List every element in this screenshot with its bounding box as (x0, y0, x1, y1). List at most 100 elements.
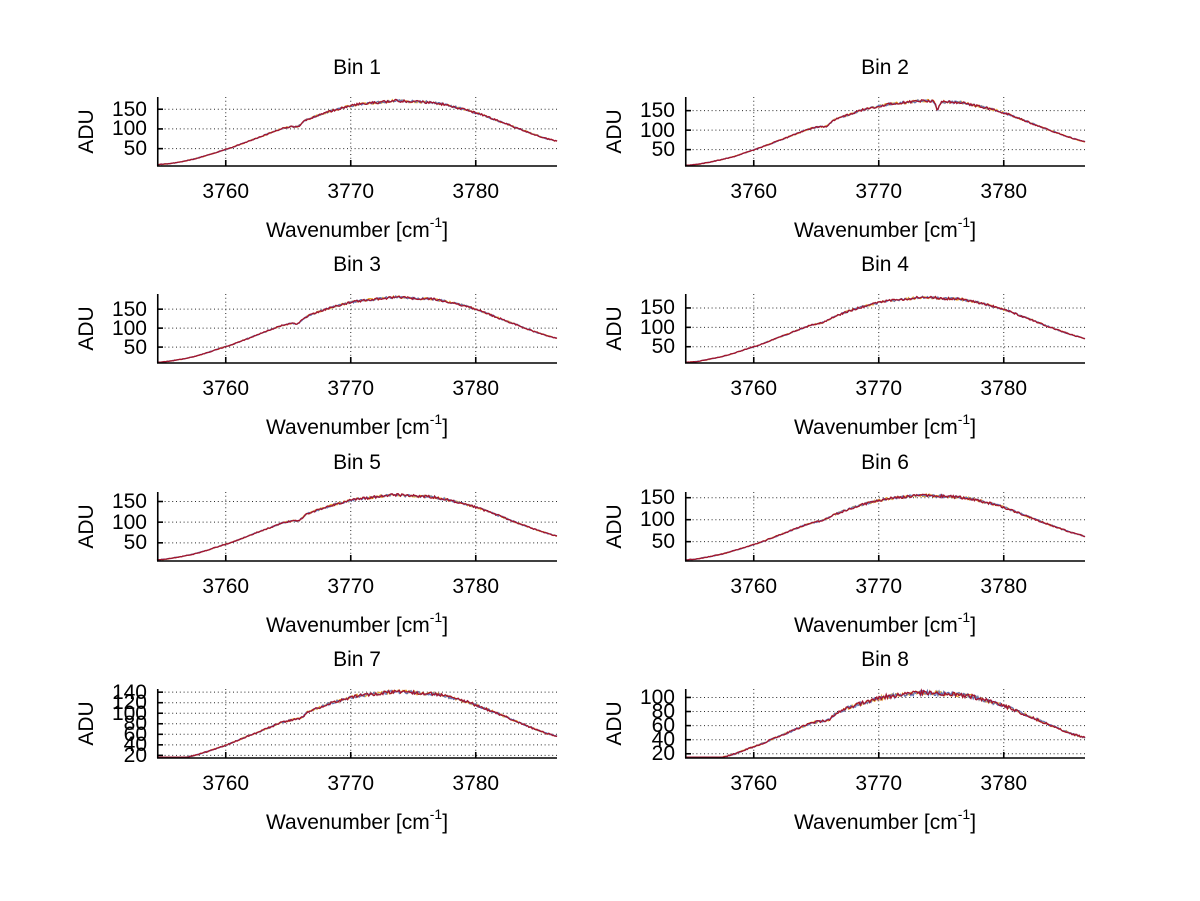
y-tick-label: 50 (651, 138, 675, 162)
y-tick-label: 50 (123, 137, 147, 161)
x-axis-label-exponent: -1 (429, 806, 443, 822)
x-tick-label: 3780 (980, 180, 1028, 203)
y-tick-label: 40 (123, 733, 147, 757)
x-axis-label-exponent: -1 (429, 411, 443, 427)
chart-title: Bin 6 (861, 451, 909, 474)
y-tick-label: 100 (639, 685, 675, 709)
x-axis-label-text: Wavenumber [cm (265, 811, 430, 834)
spectrum-trace (156, 295, 558, 363)
x-axis-label: Wavenumber [cm-1] (685, 801, 1085, 838)
x-axis-label-exponent: -1 (429, 214, 443, 230)
y-tick-label: 100 (111, 510, 147, 534)
x-axis-label: Wavenumber [cm-1] (157, 406, 557, 443)
spectrum-trace (685, 98, 1086, 166)
x-axis-label-exponent: -1 (957, 806, 971, 822)
spectrum-trace (684, 493, 1086, 561)
spectrum-trace (156, 98, 558, 166)
chart-title: Bin 1 (333, 56, 381, 79)
x-tick-label: 3760 (202, 575, 250, 598)
x-axis-label-close: ] (442, 416, 449, 439)
chart-title: Bin 3 (333, 253, 381, 276)
spectrum-trace (156, 493, 558, 561)
y-tick-label: 100 (639, 508, 675, 532)
chart-title: Bin 5 (333, 451, 381, 474)
x-tick-label: 3780 (980, 772, 1028, 795)
spectrum-trace (157, 688, 558, 758)
y-tick-label: 50 (123, 531, 147, 555)
x-axis-label-text: Wavenumber [cm (793, 219, 958, 242)
x-tick-label: 3770 (855, 377, 903, 400)
x-axis-label: Wavenumber [cm-1] (157, 604, 557, 641)
x-axis-label-close: ] (970, 811, 977, 834)
y-tick-label: 60 (123, 722, 147, 746)
x-axis-label-close: ] (970, 416, 977, 439)
y-tick-label: 150 (639, 99, 675, 123)
x-tick-label: 3760 (202, 377, 250, 400)
spectrum-trace (685, 688, 1086, 758)
x-axis-label-exponent: -1 (957, 609, 971, 625)
x-tick-label: 3780 (980, 377, 1028, 400)
y-tick-label: 50 (651, 530, 675, 554)
grid-lines (157, 492, 557, 561)
grid-lines (685, 492, 1085, 561)
x-axis-label: Wavenumber [cm-1] (157, 209, 557, 246)
x-tick-label: 3770 (855, 772, 903, 795)
spectrum-trace (685, 99, 1086, 166)
x-tick-label: 3770 (327, 377, 375, 400)
x-axis-label-text: Wavenumber [cm (265, 614, 430, 637)
y-tick-label: 150 (639, 486, 675, 510)
x-axis-label-close: ] (970, 219, 977, 242)
y-tick-label: 100 (111, 701, 147, 725)
spectrum-trace (157, 492, 558, 561)
x-tick-label: 3780 (452, 180, 500, 203)
spectrum-trace (156, 493, 558, 561)
grid-lines (685, 294, 1085, 363)
y-tick-label: 50 (123, 335, 147, 359)
plot-area (156, 97, 558, 167)
plot-area (684, 97, 1086, 167)
plot-area (684, 294, 1086, 364)
y-tick-label: 20 (651, 742, 675, 766)
x-axis-label: Wavenumber [cm-1] (685, 406, 1085, 443)
x-tick-label: 3780 (452, 377, 500, 400)
chart-title: Bin 4 (861, 253, 909, 276)
y-tick-label: 100 (111, 117, 147, 141)
y-tick-label: 150 (111, 297, 147, 321)
spectrum-trace (157, 689, 558, 758)
grid-lines (157, 689, 557, 758)
x-tick-label: 3760 (730, 575, 778, 598)
x-tick-label: 3760 (202, 772, 250, 795)
spectrum-trace (685, 295, 1086, 363)
x-tick-label: 3770 (855, 575, 903, 598)
y-tick-label: 20 (123, 743, 147, 767)
plot-area (156, 688, 558, 759)
x-axis-label-text: Wavenumber [cm (793, 811, 958, 834)
x-axis-label-text: Wavenumber [cm (793, 614, 958, 637)
plot-area (684, 688, 1086, 759)
x-axis-label-text: Wavenumber [cm (793, 416, 958, 439)
spectrum-trace (157, 294, 558, 363)
x-tick-label: 3780 (980, 575, 1028, 598)
chart-title: Bin 8 (861, 648, 909, 671)
x-axis-label-text: Wavenumber [cm (265, 416, 430, 439)
chart-title: Bin 7 (333, 648, 381, 671)
x-tick-label: 3780 (452, 772, 500, 795)
grid-lines (157, 97, 557, 166)
y-tick-label: 100 (639, 118, 675, 142)
spectrum-trace (156, 98, 558, 166)
grid-lines (157, 294, 557, 363)
y-tick-label: 120 (111, 691, 147, 715)
x-axis-label-exponent: -1 (429, 609, 443, 625)
y-tick-label: 80 (123, 712, 147, 736)
y-tick-label: 150 (111, 97, 147, 121)
plot-area (156, 294, 558, 364)
spectrum-trace (685, 492, 1086, 561)
spectrum-trace (685, 689, 1086, 758)
spectrum-trace (156, 98, 558, 166)
y-tick-label: 100 (639, 315, 675, 339)
x-axis-label-text: Wavenumber [cm (265, 219, 430, 242)
plot-area (156, 492, 558, 562)
y-tick-label: 50 (651, 335, 675, 359)
grid-lines (685, 97, 1085, 166)
